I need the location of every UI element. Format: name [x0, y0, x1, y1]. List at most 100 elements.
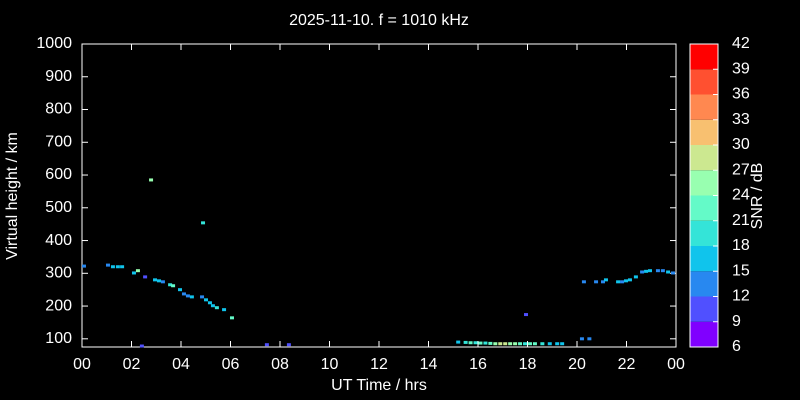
data-point	[131, 271, 136, 275]
colorbar-tick-label: 24	[732, 187, 750, 204]
y-tick-label: 800	[45, 101, 72, 118]
x-tick-label: 02	[123, 356, 141, 373]
data-point	[493, 342, 498, 346]
x-tick-label: 14	[420, 356, 438, 373]
data-point	[229, 316, 234, 320]
colorbar-cell	[690, 246, 718, 272]
colorbar-tick-label: 18	[732, 237, 750, 254]
colorbar-cell	[690, 94, 718, 120]
data-point	[524, 313, 529, 317]
data-point	[483, 341, 488, 345]
data-point	[603, 278, 608, 282]
data-point	[115, 265, 120, 269]
data-point	[624, 279, 629, 283]
colorbar-tick-label: 30	[732, 136, 750, 153]
data-point	[600, 280, 605, 284]
data-point	[527, 342, 532, 346]
data-point	[135, 269, 140, 273]
data-point	[648, 269, 653, 273]
data-point	[143, 275, 148, 279]
data-point	[214, 306, 219, 310]
x-tick-label: 16	[469, 356, 487, 373]
colorbar-label: SNR / dB	[749, 163, 766, 230]
colorbar-tick-label: 6	[732, 338, 741, 355]
colorbar-cell	[690, 271, 718, 297]
x-tick-label: 08	[271, 356, 289, 373]
data-point	[627, 278, 632, 282]
x-tick-label: 06	[222, 356, 240, 373]
data-point	[540, 342, 545, 346]
x-tick-label: 12	[370, 356, 388, 373]
data-point	[473, 341, 478, 345]
data-point	[160, 280, 165, 284]
data-point	[594, 280, 599, 284]
data-point	[671, 271, 676, 275]
data-point	[168, 283, 173, 287]
colorbar-tick-label: 12	[732, 288, 750, 305]
data-point	[498, 342, 503, 346]
data-point	[264, 343, 269, 347]
colorbar-tick-label: 21	[732, 212, 750, 229]
data-point	[579, 337, 584, 341]
colorbar-tick-label: 36	[732, 86, 750, 103]
x-tick-label: 18	[519, 356, 537, 373]
colorbar-tick-label: 15	[732, 262, 750, 279]
data-point	[156, 279, 161, 283]
y-axis-label: Virtual height / km	[4, 132, 21, 260]
colorbar-cell	[690, 119, 718, 145]
data-point	[655, 269, 660, 273]
data-point	[560, 342, 565, 346]
data-point	[222, 308, 227, 312]
data-point	[633, 275, 638, 279]
data-point	[203, 298, 208, 302]
data-point	[110, 265, 115, 269]
data-point	[468, 341, 473, 345]
y-tick-label: 600	[45, 166, 72, 183]
data-point	[587, 337, 592, 341]
colorbar-cell	[690, 321, 718, 347]
colorbar-cell	[690, 195, 718, 221]
colorbar-tick-label: 27	[732, 161, 750, 178]
data-point	[171, 284, 176, 288]
x-axis-label: UT Time / hrs	[331, 377, 427, 394]
data-point	[478, 341, 483, 345]
x-tick-label: 10	[321, 356, 339, 373]
data-point	[149, 178, 154, 182]
x-tick-label: 04	[172, 356, 190, 373]
colorbar-tick-label: 33	[732, 111, 750, 128]
data-point	[178, 288, 183, 292]
data-point	[532, 342, 537, 346]
y-tick-label: 100	[45, 330, 72, 347]
y-tick-label: 400	[45, 232, 72, 249]
y-tick-label: 1000	[36, 35, 72, 52]
data-point	[181, 292, 186, 296]
colorbar-cell	[690, 170, 718, 196]
colorbar-cell	[690, 69, 718, 95]
data-point	[139, 344, 144, 348]
y-tick-label: 900	[45, 68, 72, 85]
data-point	[644, 269, 649, 273]
data-point	[547, 342, 552, 346]
data-point	[640, 270, 645, 274]
data-point	[189, 295, 194, 299]
data-point	[581, 280, 586, 284]
x-tick-label: 22	[618, 356, 636, 373]
x-tick-label: 00	[667, 356, 685, 373]
data-point	[555, 342, 560, 346]
data-point	[185, 294, 190, 298]
chart-title: 2025-11-10. f = 1010 kHz	[289, 12, 469, 29]
data-point	[153, 278, 158, 282]
data-point	[508, 342, 513, 346]
data-point	[503, 342, 508, 346]
colorbar-cell	[690, 296, 718, 322]
colorbar-cell	[690, 220, 718, 246]
data-point	[518, 342, 523, 346]
data-point	[200, 295, 205, 299]
y-tick-label: 200	[45, 297, 72, 314]
data-point	[207, 301, 212, 305]
y-tick-label: 700	[45, 133, 72, 150]
data-point	[463, 340, 468, 344]
